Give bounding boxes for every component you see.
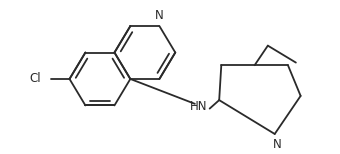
Text: HN: HN bbox=[190, 100, 208, 113]
Text: N: N bbox=[273, 138, 282, 151]
Text: N: N bbox=[155, 9, 164, 22]
Text: Cl: Cl bbox=[30, 73, 41, 85]
